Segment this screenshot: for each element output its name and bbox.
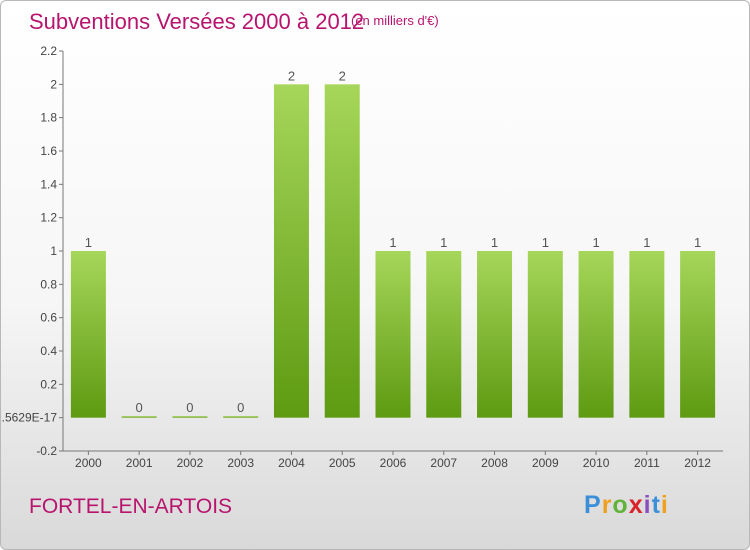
bar [324, 84, 360, 418]
bar-value-label: 0 [237, 400, 244, 415]
commune-name: FORTEL-EN-ARTOIS [29, 495, 233, 518]
bar-value-label: 1 [694, 235, 701, 250]
y-tick-label: -1.5629E-17 [1, 411, 57, 425]
x-tick-label: 2007 [430, 456, 457, 470]
bar [70, 251, 106, 418]
x-tick-label: 2011 [634, 456, 660, 470]
x-tick-label: 2003 [227, 456, 254, 470]
x-tick-label: 2002 [177, 456, 204, 470]
bar [273, 84, 309, 418]
bar-value-label: 2 [288, 68, 295, 83]
bar-value-label: 2 [339, 68, 346, 83]
bar-value-label: 1 [491, 235, 498, 250]
bar-value-label: 1 [592, 235, 599, 250]
bar [477, 251, 513, 418]
x-tick-label: 2009 [532, 456, 559, 470]
bar [375, 251, 411, 418]
y-tick-label: 0.8 [40, 277, 57, 291]
chart-unit-subtitle: (en milliers d'€) [351, 13, 439, 28]
x-tick-label: 2012 [684, 456, 711, 470]
y-tick-label: 1.2 [40, 211, 57, 225]
bar-value-label: 0 [186, 400, 193, 415]
bar [680, 251, 716, 418]
y-tick-label: 0.2 [40, 377, 57, 391]
bar [527, 251, 563, 418]
x-tick-label: 2006 [380, 456, 407, 470]
y-tick-label: 1.6 [40, 144, 57, 158]
x-tick-label: 2000 [75, 456, 102, 470]
bar-value-label: 0 [136, 400, 143, 415]
x-tick-label: 2004 [278, 456, 305, 470]
proxiti-logo: Proxiti [584, 491, 669, 519]
chart-title: Subventions Versées 2000 à 2012 [29, 9, 365, 34]
bar-value-label: 1 [85, 235, 92, 250]
x-tick-label: 2008 [481, 456, 508, 470]
y-tick-label: 2 [50, 77, 57, 91]
x-tick-label: 2001 [126, 456, 153, 470]
bar-value-label: 1 [440, 235, 447, 250]
x-tick-label: 2005 [329, 456, 356, 470]
bar [578, 251, 614, 418]
y-tick-label: 1.4 [40, 177, 57, 191]
bar-value-label: 1 [643, 235, 650, 250]
bar [172, 416, 208, 418]
y-tick-label: 2.2 [40, 44, 57, 58]
y-tick-label: 1.8 [40, 111, 57, 125]
bar [223, 416, 259, 418]
y-tick-label: 0.4 [40, 344, 57, 358]
bar-value-label: 1 [542, 235, 549, 250]
bar [121, 416, 157, 418]
y-tick-label: 0.6 [40, 311, 57, 325]
y-tick-label: -0.2 [36, 444, 57, 458]
bar [629, 251, 665, 418]
x-tick-label: 2010 [583, 456, 610, 470]
bar-value-label: 1 [389, 235, 396, 250]
y-tick-label: 1 [50, 244, 57, 258]
bar [426, 251, 462, 418]
